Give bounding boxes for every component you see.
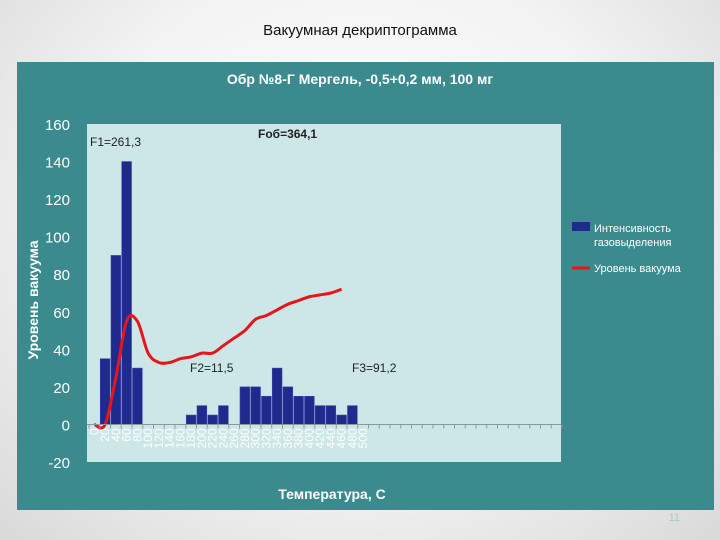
legend-bar-label-line1: Интенсивность	[594, 223, 671, 235]
annotation-f2: F2=11,5	[190, 361, 234, 375]
x-tick-label: 100	[141, 428, 155, 448]
x-tick-label: 0	[87, 428, 101, 435]
bar	[218, 405, 229, 425]
bar	[185, 414, 197, 425]
annotation-fob: Fоб=364,1	[258, 127, 317, 141]
bar	[239, 386, 251, 425]
legend-bar-swatch	[572, 222, 590, 231]
x-tick-label: 160	[173, 428, 187, 448]
x-tick-label: 60	[120, 428, 134, 442]
bar	[325, 405, 337, 425]
bar	[293, 395, 304, 425]
x-tick-label: 220	[206, 428, 220, 448]
x-tick-label: 320	[259, 428, 273, 448]
x-tick-label: 500	[356, 428, 370, 448]
slide-title: Вакуумная декриптограмма	[263, 22, 457, 39]
x-tick-label: 40	[109, 428, 123, 442]
bar	[196, 405, 208, 425]
bar	[261, 395, 272, 425]
bar	[132, 367, 143, 425]
x-tick-label: 200	[195, 428, 209, 448]
x-axis-label: Температура, С	[278, 486, 385, 502]
x-tick-label: 420	[313, 428, 327, 448]
x-tick-label: 400	[302, 428, 316, 448]
bar	[304, 395, 315, 425]
bar	[271, 367, 283, 425]
bar	[250, 386, 261, 425]
x-tick-label: 260	[227, 428, 241, 448]
x-tick-label: 360	[281, 428, 295, 448]
y-tick-label: 80	[53, 267, 70, 284]
y-tick-label: 140	[45, 155, 70, 172]
x-tick-label: 300	[249, 428, 263, 448]
x-axis: 0204060801001201401601802002202402602803…	[87, 423, 563, 448]
y-tick-label: -20	[48, 455, 70, 472]
y-tick-label: 160	[45, 117, 70, 134]
x-tick-label: 240	[216, 428, 230, 448]
chart-title: Обр №8-Г Мергель, -0,5+0,2 мм, 100 мг	[227, 71, 494, 87]
bar	[347, 405, 358, 425]
bar	[207, 414, 218, 425]
x-tick-label: 80	[130, 428, 144, 442]
x-tick-label: 480	[345, 428, 359, 448]
y-tick-label: 60	[53, 305, 70, 322]
annotation-f1: F1=261,3	[90, 135, 141, 149]
y-tick-label: 100	[45, 230, 70, 247]
y-tick-label: 0	[62, 417, 70, 434]
legend-line-label: Уровень вакуума	[594, 263, 682, 275]
legend-bar-label-line2: газовыделения	[594, 237, 671, 249]
x-tick-label: 440	[324, 428, 338, 448]
y-tick-label: 120	[45, 192, 70, 209]
x-tick-label: 20	[98, 428, 112, 442]
y-tick-label: 20	[53, 380, 70, 397]
x-tick-label: 120	[152, 428, 166, 448]
x-tick-label: 340	[270, 428, 284, 448]
x-tick-label: 460	[335, 428, 349, 448]
x-tick-label: 180	[184, 428, 198, 448]
line-group	[93, 287, 343, 430]
bar	[314, 405, 326, 425]
bar	[336, 414, 347, 425]
y-axis-label: Уровень вакуума	[25, 240, 41, 359]
y-tick-label: 40	[53, 342, 70, 359]
vacuum-level-line	[93, 287, 343, 430]
legend: Интенсивность газовыделения Уровень ваку…	[572, 222, 682, 275]
bar	[121, 161, 132, 425]
x-tick-label: 380	[292, 428, 306, 448]
bar	[282, 386, 294, 425]
x-tick-label: 140	[163, 428, 177, 448]
x-tick-label: 280	[238, 428, 252, 448]
annotation-f3: F3=91,2	[352, 361, 397, 375]
page-number: 11	[668, 512, 680, 524]
legend-bar-label: Интенсивность газовыделения	[594, 223, 674, 249]
y-axis: -20 0 20 40 60 80 100 120 140 160	[45, 117, 70, 472]
